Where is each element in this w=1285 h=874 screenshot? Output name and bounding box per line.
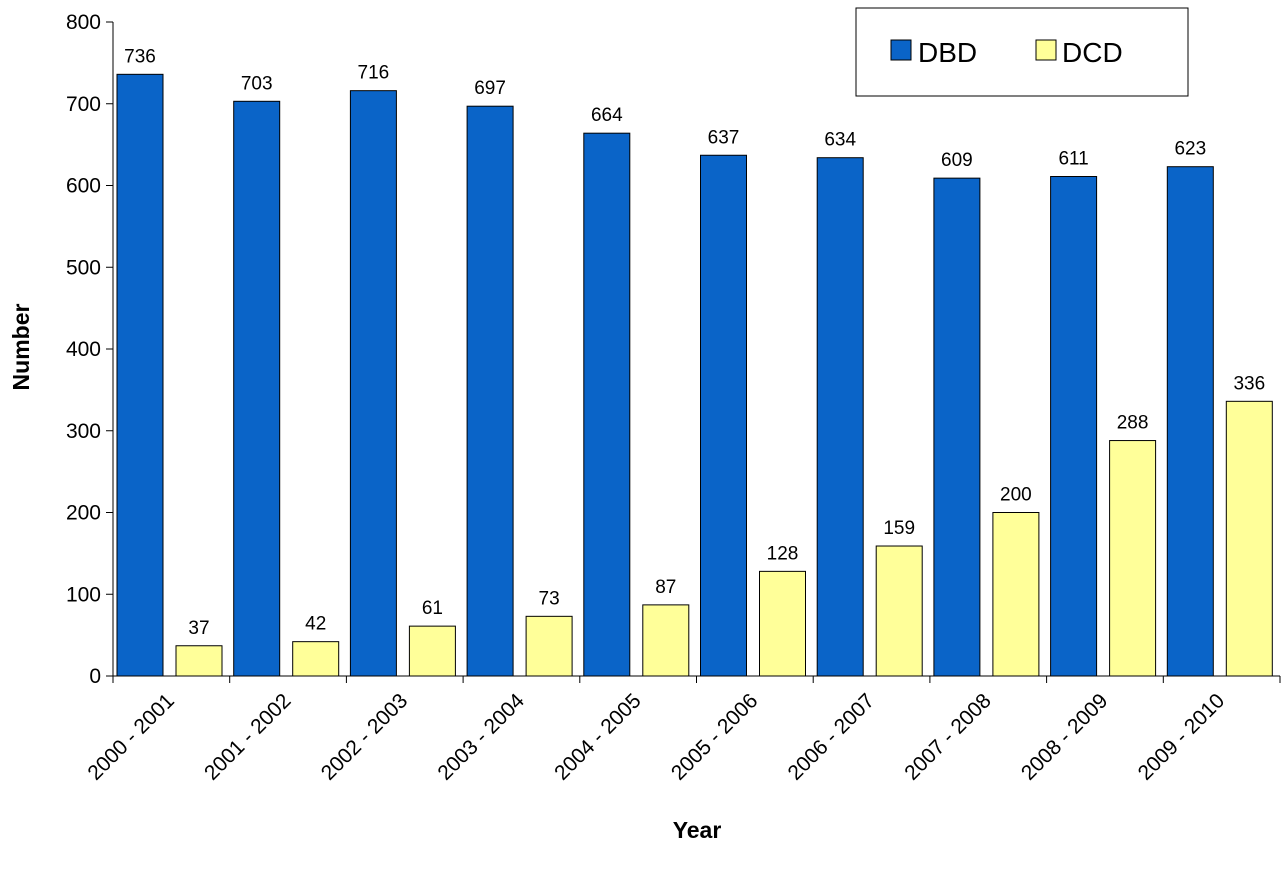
bar-dcd-10: [1225, 400, 1273, 677]
y-tick-label-200: 200: [66, 502, 101, 525]
data-label-dcd-7: 159: [883, 518, 915, 539]
legend: DBD DCD: [855, 7, 1189, 97]
y-tick-label-400: 400: [66, 338, 101, 361]
bar-dcd-5: [642, 604, 690, 677]
data-label-dbd-1: 736: [124, 46, 156, 67]
bar-dcd-3: [408, 625, 456, 677]
data-label-dbd-8: 609: [941, 150, 973, 171]
bar-dcd-2: [292, 641, 340, 677]
bar-dbd-4: [466, 105, 514, 677]
data-label-dbd-9: 611: [1058, 149, 1088, 170]
bars-layer: [116, 73, 1273, 677]
y-tick-label-600: 600: [66, 175, 101, 198]
bar-dcd-6: [759, 570, 806, 677]
x-tick-label-4: 2003 - 2004: [433, 689, 529, 785]
data-label-dbd-6: 637: [708, 127, 740, 148]
data-label-dbd-3: 716: [358, 63, 390, 84]
x-tick-label-5: 2004 - 2005: [550, 689, 646, 785]
x-tick-label-8: 2007 - 2008: [900, 689, 996, 785]
data-label-dcd-5: 87: [655, 577, 676, 598]
x-tick-label-10: 2009 - 2010: [1134, 689, 1230, 785]
bar-dbd-1: [116, 73, 164, 677]
y-tick-label-100: 100: [66, 583, 101, 606]
data-label-dcd-8: 200: [1000, 485, 1032, 506]
data-label-dbd-2: 703: [241, 73, 273, 94]
y-tick-label-500: 500: [66, 256, 101, 279]
bar-dbd-6: [700, 154, 747, 677]
y-tick-label-300: 300: [66, 420, 101, 443]
legend-label-dcd: DCD: [1062, 37, 1123, 68]
data-label-dcd-3: 61: [422, 598, 443, 619]
x-axis-title: Year: [673, 817, 722, 843]
x-tick-label-3: 2002 - 2003: [317, 689, 413, 785]
bar-dbd-2: [233, 100, 281, 677]
bar-dcd-1: [175, 645, 223, 677]
legend-label-dbd: DBD: [918, 37, 977, 68]
y-tick-label-700: 700: [66, 93, 101, 116]
axes-layer: [106, 21, 1281, 683]
bar-dbd-7: [816, 157, 864, 677]
x-tick-label-6: 2005 - 2006: [667, 689, 763, 785]
x-tick-label-7: 2006 - 2007: [784, 689, 880, 785]
data-label-dcd-1: 37: [188, 618, 209, 639]
data-label-dcd-10: 336: [1233, 373, 1265, 394]
bar-dcd-7: [875, 545, 923, 677]
data-label-dcd-6: 128: [767, 543, 799, 564]
x-tick-label-9: 2008 - 2009: [1017, 689, 1113, 785]
bar-dbd-10: [1166, 166, 1214, 677]
data-label-dbd-4: 697: [474, 78, 506, 99]
bar-dcd-4: [525, 615, 573, 677]
x-tick-label-2: 2001 - 2002: [200, 689, 296, 785]
legend-swatch-dbd: [890, 39, 912, 61]
bar-dcd-9: [1109, 440, 1157, 677]
legend-swatch-dcd: [1035, 39, 1057, 61]
data-label-dbd-10: 623: [1174, 139, 1206, 160]
data-label-dcd-2: 42: [305, 614, 326, 635]
data-label-dbd-5: 664: [591, 105, 623, 126]
bar-dcd-8: [992, 512, 1040, 677]
y-tick-label-800: 800: [66, 11, 101, 34]
data-label-dbd-7: 634: [824, 130, 856, 151]
y-axis-title: Number: [8, 304, 34, 391]
y-tick-label-0: 0: [89, 665, 101, 688]
bar-dbd-5: [583, 132, 631, 677]
data-label-dcd-4: 73: [539, 588, 560, 609]
data-label-dcd-9: 288: [1117, 413, 1149, 434]
bar-dbd-3: [349, 90, 397, 677]
bar-dbd-8: [933, 177, 981, 677]
bar-dbd-9: [1050, 176, 1098, 677]
x-tick-label-1: 2000 - 2001: [83, 689, 179, 785]
